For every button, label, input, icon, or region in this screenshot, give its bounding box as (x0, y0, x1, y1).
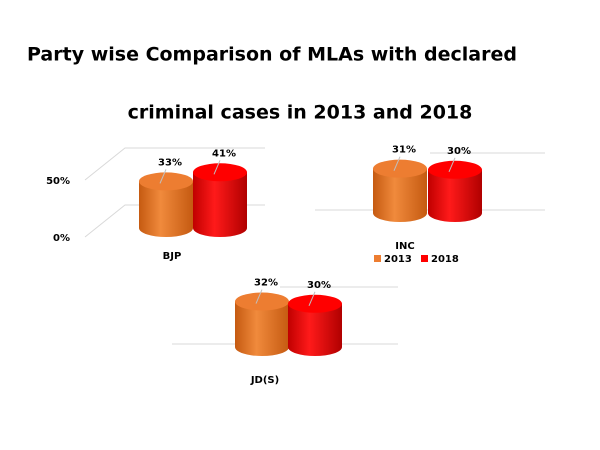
bar (288, 303, 342, 356)
value-label: 31% (392, 145, 416, 156)
bar-top (373, 159, 427, 178)
x-tick-label: JD(S) (250, 375, 279, 386)
bar (193, 172, 247, 237)
label-leader (308, 291, 316, 306)
label-leader (255, 289, 263, 304)
bar-top (428, 160, 482, 179)
value-label: 30% (307, 280, 331, 291)
label-leader (159, 169, 167, 184)
chart-title: Party wise Comparison of MLAs with decla… (27, 44, 517, 66)
label-leader (448, 157, 456, 172)
x-tick-label: BJP (163, 251, 182, 262)
value-label: 33% (158, 157, 182, 168)
chart-title: criminal cases in 2013 and 2018 (128, 102, 473, 124)
bar (139, 181, 193, 237)
legend-label: 2018 (431, 254, 459, 265)
value-label: 41% (212, 148, 236, 159)
x-tick-label: INC (395, 241, 414, 252)
bar-top (235, 292, 289, 311)
bar-top (193, 163, 247, 182)
label-leader (393, 156, 401, 171)
bar-top (139, 172, 193, 191)
value-label: 30% (447, 146, 471, 157)
bar (373, 168, 427, 222)
legend-swatch (421, 255, 428, 262)
bar-top (288, 294, 342, 313)
bar (428, 169, 482, 222)
grid-line (84, 147, 265, 181)
y-tick-label: 0% (53, 233, 70, 244)
bar (235, 301, 289, 356)
label-leader (213, 160, 221, 175)
legend-swatch (374, 255, 381, 262)
y-tick-label: 50% (46, 176, 70, 187)
value-label: 32% (254, 278, 278, 289)
legend-label: 2013 (384, 254, 412, 265)
